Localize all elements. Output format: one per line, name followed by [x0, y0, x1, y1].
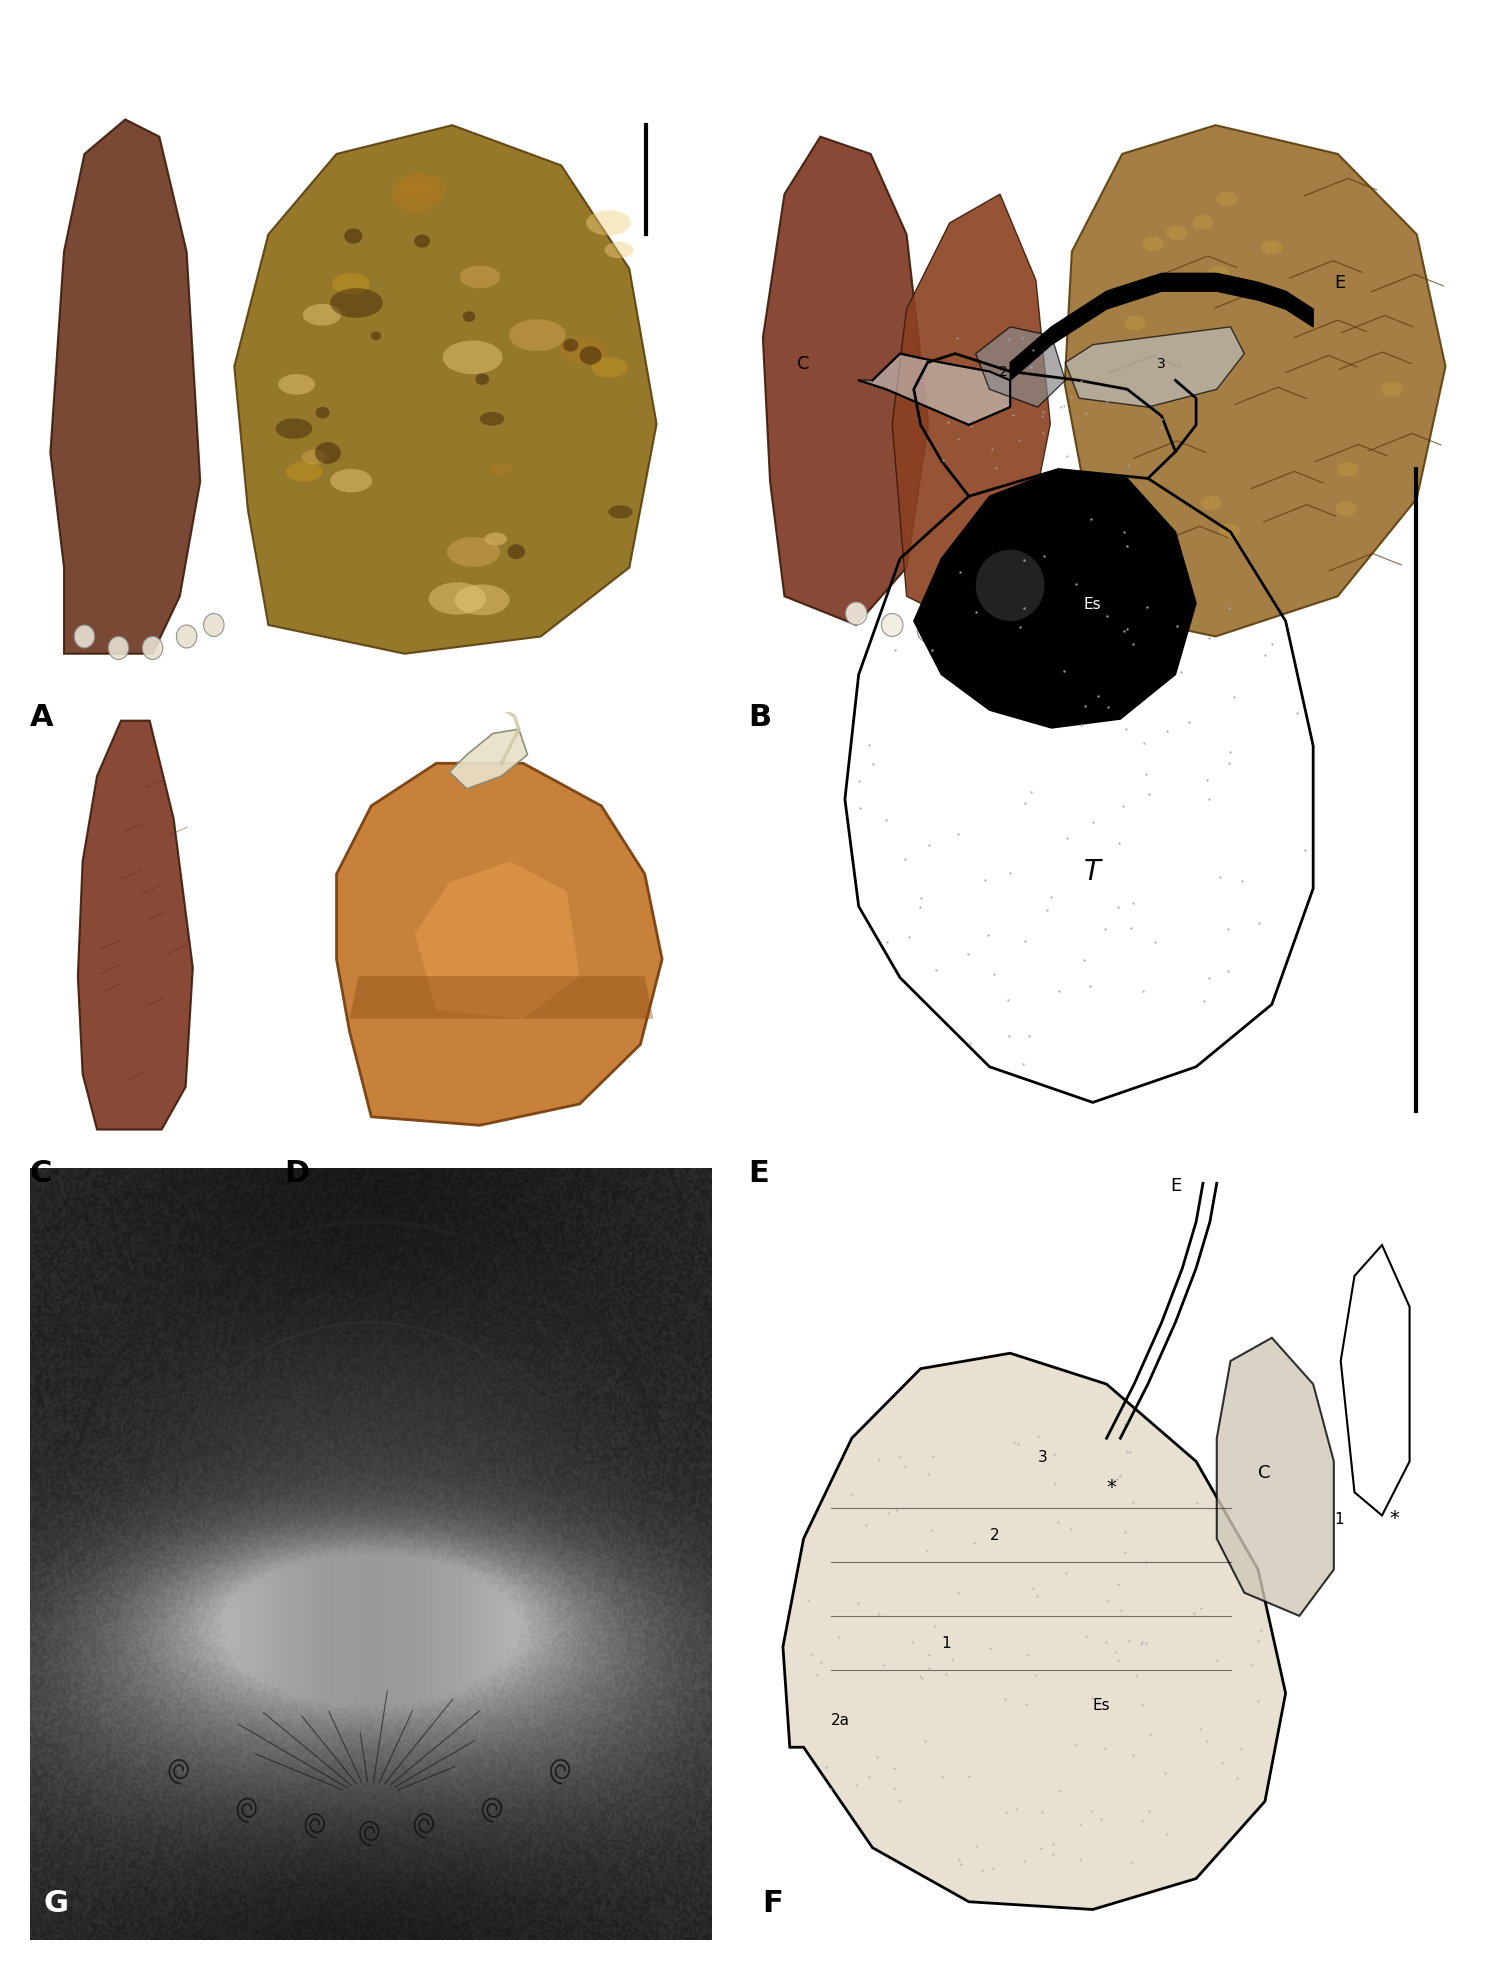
Ellipse shape	[302, 305, 341, 327]
Polygon shape	[415, 861, 579, 1020]
Polygon shape	[51, 121, 201, 653]
Ellipse shape	[479, 412, 504, 426]
Ellipse shape	[1260, 242, 1283, 255]
Text: 1: 1	[1334, 1511, 1343, 1527]
Ellipse shape	[563, 341, 578, 352]
Ellipse shape	[392, 174, 446, 206]
Polygon shape	[449, 731, 527, 790]
Ellipse shape	[918, 620, 939, 644]
Text: Es: Es	[1084, 596, 1102, 612]
Ellipse shape	[463, 313, 476, 323]
Ellipse shape	[275, 420, 313, 440]
Ellipse shape	[507, 544, 525, 560]
Ellipse shape	[108, 638, 129, 659]
Ellipse shape	[476, 374, 490, 386]
Ellipse shape	[882, 614, 903, 638]
Polygon shape	[337, 764, 662, 1127]
Text: T: T	[1084, 857, 1102, 885]
Polygon shape	[1064, 127, 1446, 638]
Text: B: B	[748, 703, 771, 733]
Text: D: D	[284, 1158, 310, 1188]
Text: *: *	[1106, 1477, 1117, 1497]
Ellipse shape	[484, 533, 507, 546]
Text: C: C	[1257, 1463, 1271, 1481]
Text: C: C	[798, 354, 810, 372]
Text: A: A	[30, 703, 54, 733]
Ellipse shape	[1192, 216, 1214, 230]
Polygon shape	[859, 354, 1010, 426]
Text: 2a: 2a	[831, 1713, 850, 1727]
Ellipse shape	[177, 626, 196, 649]
Polygon shape	[78, 721, 193, 1131]
Polygon shape	[913, 469, 1196, 729]
Ellipse shape	[443, 341, 503, 374]
Ellipse shape	[301, 451, 326, 465]
Ellipse shape	[558, 339, 608, 366]
Ellipse shape	[1216, 192, 1238, 206]
Text: 2: 2	[990, 1527, 998, 1542]
Ellipse shape	[415, 236, 430, 249]
Ellipse shape	[1337, 463, 1358, 477]
Ellipse shape	[509, 321, 566, 352]
Ellipse shape	[1124, 317, 1145, 331]
Ellipse shape	[428, 582, 487, 616]
Text: 3: 3	[1037, 1449, 1048, 1465]
Text: *: *	[1389, 1509, 1398, 1527]
Polygon shape	[349, 976, 653, 1020]
Text: Es: Es	[1093, 1697, 1111, 1713]
Ellipse shape	[448, 539, 500, 568]
Ellipse shape	[1219, 525, 1240, 539]
Ellipse shape	[587, 212, 632, 236]
Text: E: E	[1169, 1176, 1181, 1194]
Polygon shape	[783, 1354, 1286, 1909]
Ellipse shape	[142, 638, 163, 659]
Ellipse shape	[371, 333, 382, 341]
Ellipse shape	[1201, 497, 1222, 511]
Ellipse shape	[990, 602, 1010, 626]
Ellipse shape	[400, 174, 439, 196]
Ellipse shape	[1208, 267, 1229, 281]
Text: 3: 3	[1157, 356, 1166, 370]
Ellipse shape	[331, 469, 373, 493]
Ellipse shape	[204, 614, 225, 638]
Text: 2: 2	[998, 364, 1007, 380]
Ellipse shape	[75, 626, 94, 649]
Ellipse shape	[846, 602, 867, 626]
Ellipse shape	[331, 289, 383, 319]
Ellipse shape	[286, 461, 322, 483]
Polygon shape	[1217, 1338, 1334, 1616]
Ellipse shape	[608, 505, 632, 519]
Ellipse shape	[605, 244, 633, 259]
Text: F: F	[762, 1889, 783, 1917]
Polygon shape	[234, 127, 657, 653]
Polygon shape	[892, 194, 1051, 626]
Ellipse shape	[460, 267, 500, 289]
Text: E: E	[748, 1158, 769, 1188]
Ellipse shape	[332, 273, 370, 295]
Ellipse shape	[591, 358, 627, 378]
Ellipse shape	[1335, 503, 1358, 517]
Ellipse shape	[316, 408, 329, 420]
Polygon shape	[976, 327, 1066, 408]
Ellipse shape	[278, 374, 314, 396]
Text: C: C	[30, 1158, 52, 1188]
Polygon shape	[1010, 273, 1313, 380]
Ellipse shape	[344, 230, 362, 246]
Ellipse shape	[954, 614, 975, 638]
Ellipse shape	[1382, 382, 1403, 398]
Polygon shape	[1066, 327, 1244, 408]
Polygon shape	[763, 137, 928, 626]
Ellipse shape	[579, 346, 602, 366]
Ellipse shape	[976, 550, 1045, 622]
Ellipse shape	[455, 586, 509, 616]
Ellipse shape	[1142, 238, 1165, 251]
Text: G: G	[43, 1889, 69, 1917]
Text: E: E	[1334, 273, 1346, 293]
Ellipse shape	[314, 444, 341, 465]
Ellipse shape	[490, 463, 512, 477]
Ellipse shape	[391, 186, 442, 214]
Text: 1: 1	[942, 1635, 951, 1649]
Ellipse shape	[1166, 226, 1187, 242]
